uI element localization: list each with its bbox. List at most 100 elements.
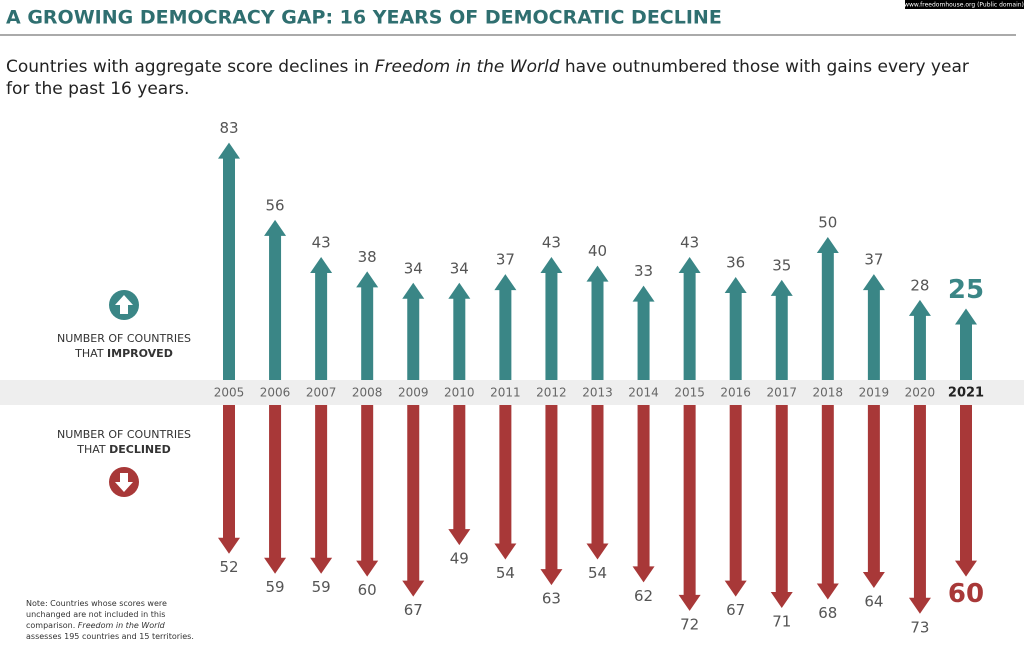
- x-tick-label: 2019: [859, 386, 890, 400]
- value-label: 33: [634, 262, 653, 280]
- arrow: [770, 405, 793, 609]
- arrow: [356, 271, 379, 380]
- value-label: 35: [772, 256, 791, 274]
- value-label: 34: [404, 259, 423, 277]
- value-label: 62: [634, 587, 653, 605]
- x-tick-label: 2015: [674, 386, 705, 400]
- source: www.freedomhouse.org (Public domain): [904, 2, 1024, 9]
- arrow: [494, 274, 517, 380]
- series-label: THAT IMPROVED: [74, 347, 173, 360]
- arrow: [448, 405, 471, 546]
- title: A GROWING DEMOCRACY GAP: 16 YEARS OF DEM…: [6, 7, 722, 29]
- value-label: 54: [496, 564, 515, 582]
- note-part: assesses 195 countries and 15 territorie…: [26, 632, 194, 641]
- value-label: 67: [404, 601, 423, 619]
- series-label-emphasis: IMPROVED: [107, 347, 173, 360]
- value-label: 34: [450, 259, 469, 277]
- arrow: [310, 405, 333, 574]
- arrow: [494, 405, 517, 560]
- x-tick-label: 2014: [628, 386, 659, 400]
- arrow: [540, 257, 563, 380]
- value-label: 25: [948, 275, 984, 305]
- arrow: [264, 405, 287, 574]
- value-label: 63: [542, 590, 561, 608]
- arrow: [540, 405, 563, 586]
- value-label: 59: [266, 578, 285, 596]
- arrow: [218, 142, 240, 380]
- value-label: 64: [864, 593, 883, 611]
- subtitle-part: have outnumbered those with gains every …: [6, 57, 969, 99]
- note-part: Note: Countries whose scores were unchan…: [26, 599, 167, 630]
- value-label: 37: [496, 251, 515, 269]
- arrow: [402, 405, 425, 597]
- series-label: THAT DECLINED: [76, 443, 171, 456]
- x-tick-label: 2013: [582, 386, 613, 400]
- value-label: 72: [680, 615, 699, 633]
- x-tick-label: 2021: [948, 386, 984, 401]
- arrow: [862, 405, 885, 589]
- subtitle-part: Countries with aggregate score declines …: [6, 57, 375, 77]
- value-label: 67: [726, 601, 745, 619]
- note-italic: Freedom in the World: [77, 621, 165, 630]
- value-label: 37: [864, 251, 883, 269]
- value-label: 49: [450, 550, 469, 568]
- x-tick-label: 2005: [214, 386, 245, 400]
- arrow: [402, 282, 425, 380]
- value-label: 60: [358, 581, 377, 599]
- value-label: 60: [948, 579, 984, 609]
- axis-band: [0, 380, 1024, 405]
- series-label-emphasis: DECLINED: [109, 443, 171, 456]
- value-label: 52: [219, 558, 238, 576]
- arrow: [356, 405, 379, 577]
- down-icon-arrow: [115, 473, 133, 492]
- x-tick-label: 2011: [490, 386, 521, 400]
- arrow: [770, 279, 793, 380]
- series-label: NUMBER OF COUNTRIES: [57, 332, 191, 345]
- arrow: [218, 405, 240, 554]
- x-tick-label: 2012: [536, 386, 567, 400]
- value-label: 38: [358, 248, 377, 266]
- value-label: 73: [910, 618, 929, 636]
- value-label: 28: [910, 276, 929, 294]
- x-tick-label: 2007: [306, 386, 337, 400]
- value-label: 68: [818, 604, 837, 622]
- arrow: [586, 405, 609, 560]
- value-label: 83: [219, 119, 238, 137]
- x-tick-label: 2008: [352, 386, 383, 400]
- arrow: [310, 257, 333, 380]
- arrow: [632, 285, 655, 380]
- value-label: 36: [726, 254, 745, 272]
- value-label: 40: [588, 242, 607, 260]
- x-tick-label: 2018: [813, 386, 844, 400]
- series-label-part: THAT: [76, 443, 109, 456]
- arrow: [862, 274, 885, 380]
- x-tick-label: 2006: [260, 386, 291, 400]
- arrow: [678, 257, 701, 380]
- value-label: 59: [312, 578, 331, 596]
- arrow: [816, 237, 839, 380]
- up-icon-arrow: [115, 295, 133, 314]
- x-tick-label: 2017: [766, 386, 797, 400]
- note: Note: Countries whose scores were unchan…: [26, 598, 201, 642]
- value-label: 71: [772, 613, 791, 631]
- arrow: [678, 405, 701, 611]
- arrow: [955, 308, 977, 380]
- arrow: [632, 405, 655, 583]
- x-tick-label: 2009: [398, 386, 429, 400]
- arrow: [586, 265, 609, 380]
- subtitle: Countries with aggregate score declines …: [6, 56, 996, 100]
- value-label: 50: [818, 214, 837, 232]
- subtitle-italic: Freedom in the World: [374, 57, 560, 77]
- value-label: 43: [680, 234, 699, 252]
- x-tick-label: 2016: [720, 386, 751, 400]
- value-label: 56: [266, 196, 285, 214]
- arrow: [264, 219, 287, 380]
- x-tick-label: 2010: [444, 386, 475, 400]
- source-bg: [905, 0, 1024, 9]
- arrow: [724, 277, 747, 380]
- value-label: 43: [542, 234, 561, 252]
- arrow: [908, 405, 931, 614]
- value-label: 43: [312, 234, 331, 252]
